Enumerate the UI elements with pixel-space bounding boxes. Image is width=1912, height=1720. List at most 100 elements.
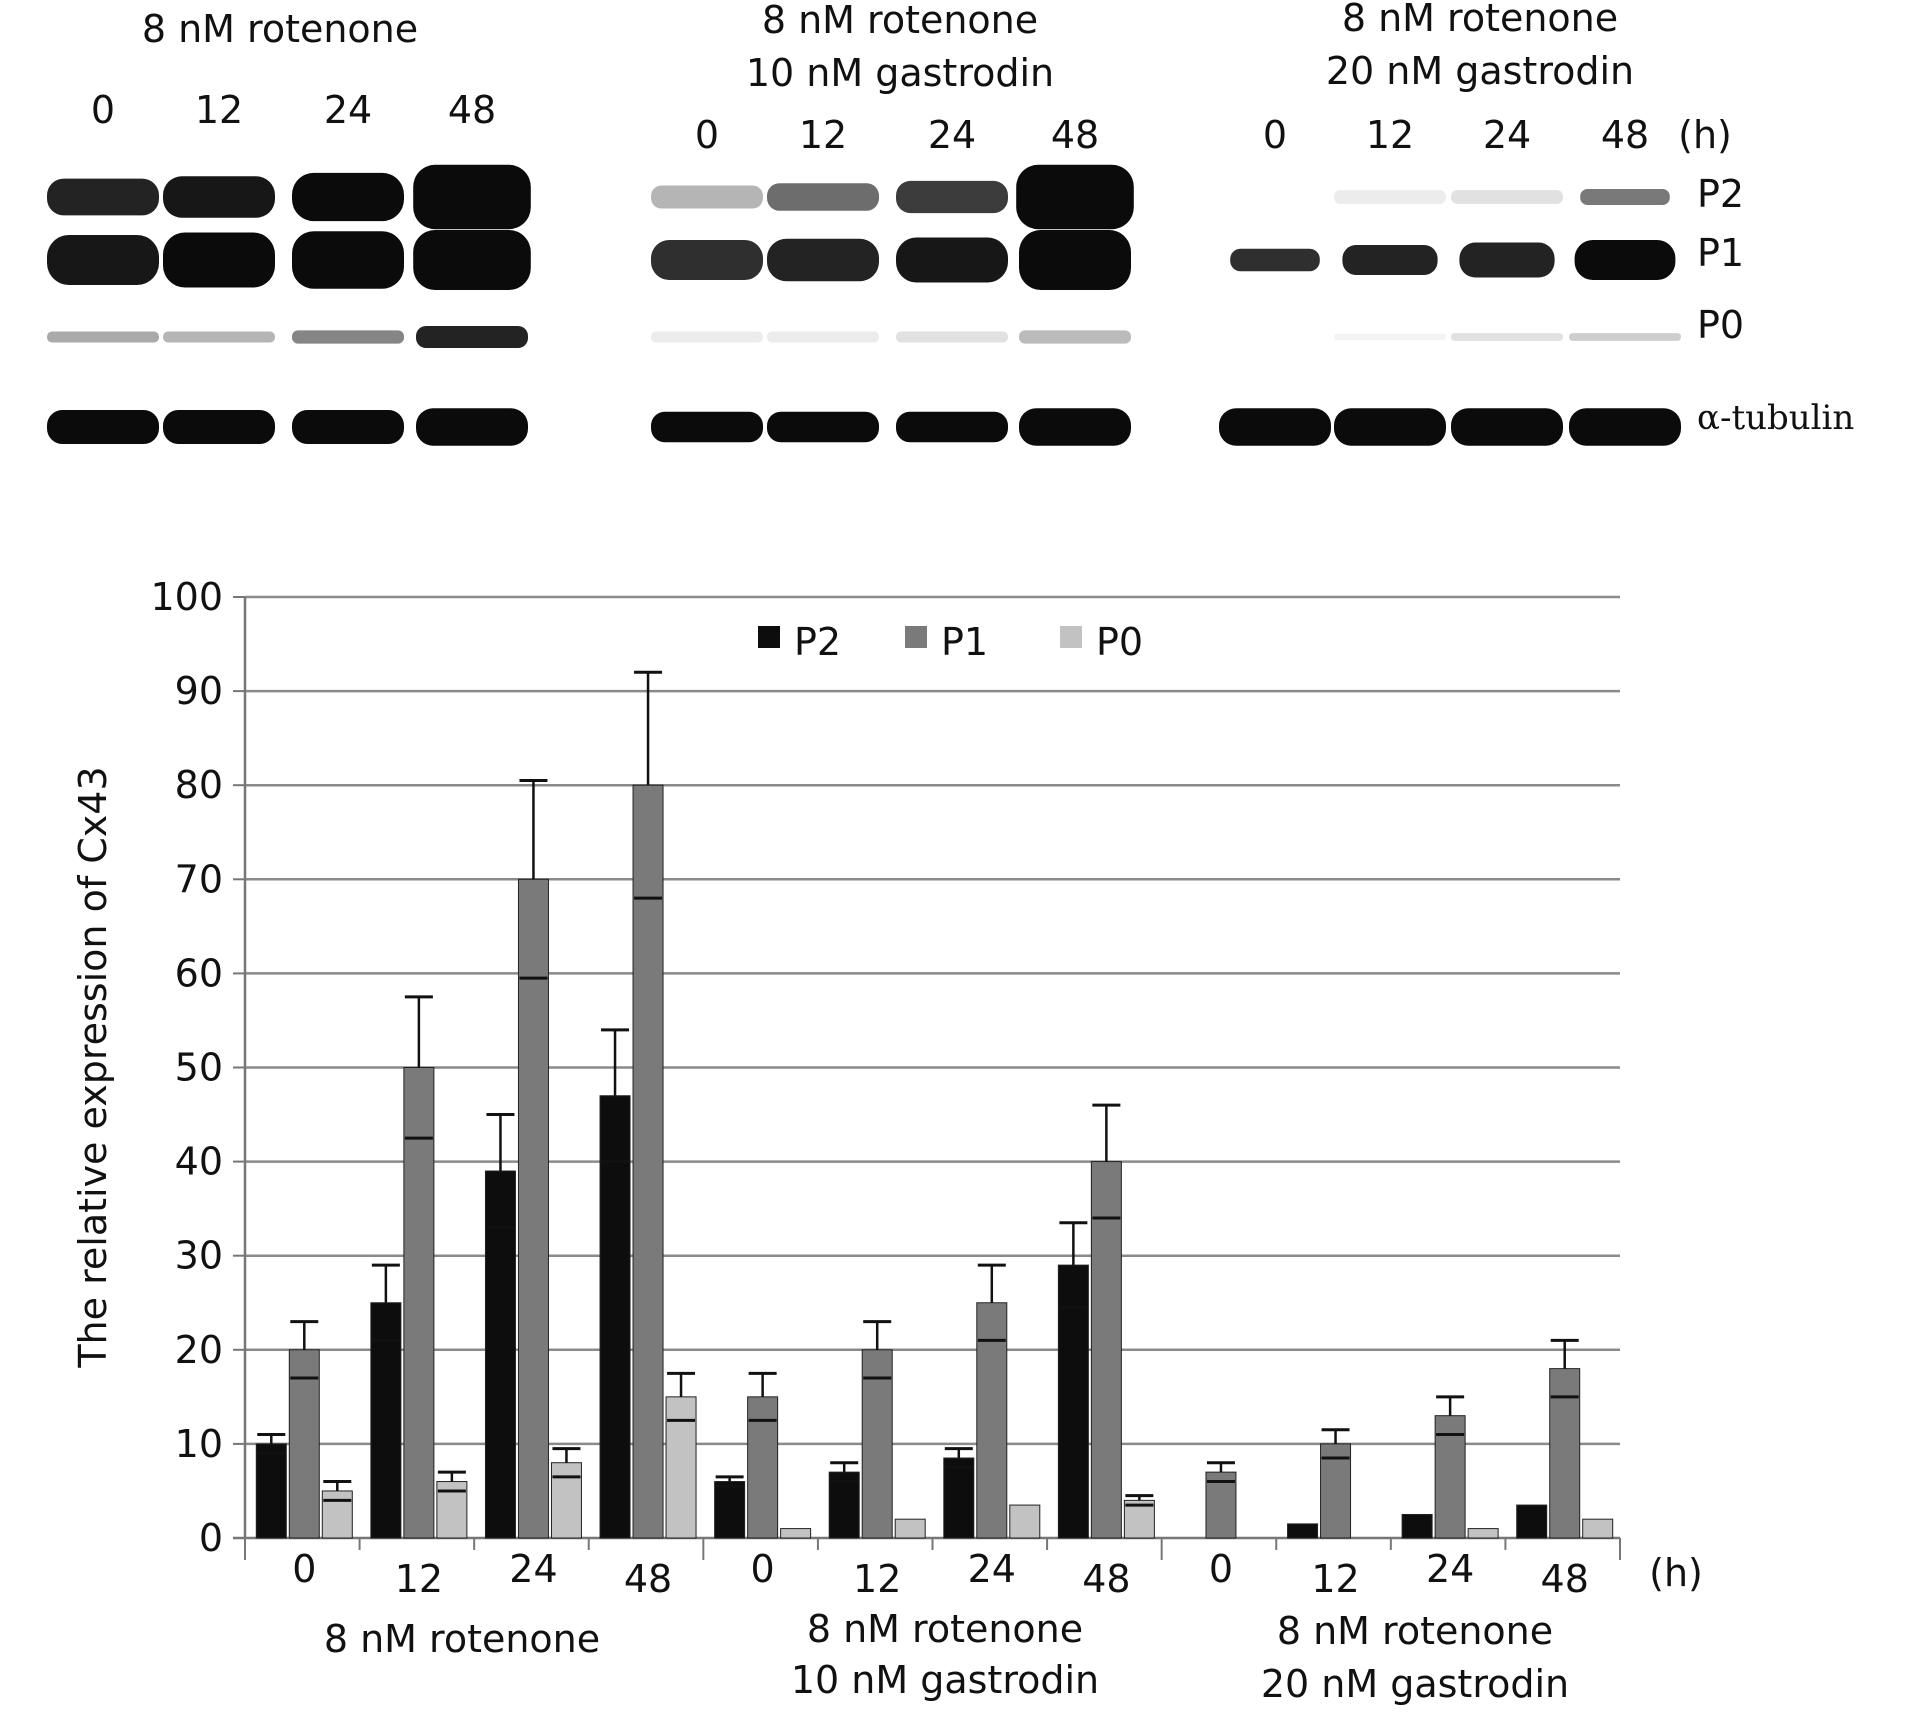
y-tick-label: 80 xyxy=(175,763,223,807)
bar-p0 xyxy=(780,1528,812,1539)
x-tick-label: 12 xyxy=(1311,1557,1359,1601)
y-tick-label: 0 xyxy=(199,1516,223,1560)
bar-p1 xyxy=(1549,1368,1581,1539)
bar-p0 xyxy=(1467,1528,1499,1539)
x-group-label: 8 nM rotenone xyxy=(1277,1609,1553,1653)
bar-p1 xyxy=(288,1349,320,1539)
bar-p0 xyxy=(1009,1504,1041,1539)
band-p0 xyxy=(416,326,528,348)
bar-p1 xyxy=(632,784,664,1539)
blot-panel-title: 8 nM rotenone xyxy=(1342,0,1618,40)
x-tick-label: 0 xyxy=(1209,1547,1233,1591)
band-tubulin xyxy=(1219,408,1331,446)
bar-p1 xyxy=(1090,1161,1122,1539)
bar-p2 xyxy=(484,1170,516,1539)
bar-p2 xyxy=(1401,1513,1433,1539)
band-p1 xyxy=(1342,245,1438,275)
y-tick-label: 50 xyxy=(175,1046,223,1090)
x-axis-label: (h) xyxy=(1649,1551,1703,1595)
blot-time-label: 0 xyxy=(695,113,719,157)
x-group-label: 10 nM gastrodin xyxy=(791,1658,1099,1702)
band-tubulin xyxy=(1334,408,1446,446)
blot-time-label: 12 xyxy=(1366,113,1414,157)
bar-chart: 0 10 20 30 40 50 60 70 80 90 100 The relative expre… xyxy=(71,575,1703,1706)
bar-p2 xyxy=(370,1302,402,1539)
legend-swatch xyxy=(905,626,927,648)
band-p2 xyxy=(1580,188,1670,206)
band-p1 xyxy=(1574,240,1676,280)
legend-label: P1 xyxy=(941,620,988,664)
x-tick-label: 24 xyxy=(968,1547,1016,1591)
band-p2 xyxy=(413,164,531,230)
band-p1 xyxy=(1230,248,1320,272)
band-p1 xyxy=(651,240,763,280)
bar-p2 xyxy=(1516,1504,1548,1539)
band-p0 xyxy=(1334,333,1446,341)
band-p1 xyxy=(292,231,404,289)
x-tick-label: 0 xyxy=(292,1547,316,1591)
x-group-label: 8 nM rotenone xyxy=(324,1617,600,1661)
band-tubulin xyxy=(896,411,1008,443)
band-p1 xyxy=(1019,230,1131,290)
blot-panel-title: 8 nM rotenone xyxy=(762,0,1038,42)
blot-time-label: 0 xyxy=(1263,113,1287,157)
x-tick-label: 24 xyxy=(509,1547,557,1591)
band-tubulin xyxy=(163,410,275,444)
band-p2 xyxy=(767,183,879,211)
blot-time-label: 0 xyxy=(91,88,115,132)
band-tubulin xyxy=(47,410,159,444)
bar-p0 xyxy=(1582,1518,1614,1539)
x-group-label: 20 nM gastrodin xyxy=(1261,1662,1569,1706)
blot-time-label: 48 xyxy=(1601,113,1649,157)
y-tick-label: 100 xyxy=(150,575,223,619)
band-p0 xyxy=(896,331,1008,343)
blot-time-label: 24 xyxy=(1483,113,1531,157)
band-p0 xyxy=(651,331,763,343)
y-tick-label: 30 xyxy=(175,1234,223,1278)
blot-time-label: 12 xyxy=(195,88,243,132)
band-p1 xyxy=(896,237,1008,283)
band-tubulin xyxy=(1451,408,1563,446)
bar-p0 xyxy=(894,1518,926,1539)
blot-time-label: 48 xyxy=(448,88,496,132)
bar-p1 xyxy=(976,1302,1008,1539)
bar-p1 xyxy=(403,1067,435,1539)
bar-p0 xyxy=(550,1462,582,1539)
blot-unit-label: (h) xyxy=(1678,113,1732,157)
band-p0 xyxy=(47,331,159,343)
bar-p2 xyxy=(828,1471,860,1539)
blot-panel-title: 20 nM gastrodin xyxy=(1326,49,1634,93)
western-blot: 8 nM rotenone 0 12 24 48 8 nM rotenone 10 nM g… xyxy=(47,0,1854,446)
bar-p0 xyxy=(321,1490,353,1539)
band-p2 xyxy=(1451,190,1563,204)
band-tubulin xyxy=(767,411,879,443)
band-p1 xyxy=(413,230,531,290)
y-tick-label: 60 xyxy=(175,951,223,995)
band-p1 xyxy=(1459,242,1555,278)
x-tick-label: 24 xyxy=(1426,1547,1474,1591)
x-tick-label: 48 xyxy=(624,1557,672,1601)
band-p2 xyxy=(1334,190,1446,204)
band-p0 xyxy=(1019,330,1131,344)
blot-time-label: 24 xyxy=(928,113,976,157)
blot-time-label: 12 xyxy=(799,113,847,157)
band-tubulin xyxy=(1019,408,1131,446)
y-tick-label: 20 xyxy=(175,1328,223,1372)
band-p0 xyxy=(1451,333,1563,341)
y-axis-label: The relative expression of Cx43 xyxy=(71,766,115,1368)
band-tubulin xyxy=(292,410,404,444)
x-tick-label: 48 xyxy=(1082,1557,1130,1601)
blot-band-label: P1 xyxy=(1697,231,1744,275)
bar-p2 xyxy=(714,1481,746,1539)
band-tubulin xyxy=(651,411,763,443)
band-p0 xyxy=(767,331,879,343)
blot-band-label: α-tubulin xyxy=(1697,398,1854,438)
blot-panel: 8 nM rotenone 20 nM gastrodin 0 12 24 48 xyxy=(1219,0,1681,446)
x-tick-label: 12 xyxy=(395,1557,443,1601)
band-p0 xyxy=(1569,333,1681,341)
bar-p1 xyxy=(517,878,549,1539)
band-p2 xyxy=(896,180,1008,214)
bar-p1 xyxy=(747,1396,779,1539)
band-p1 xyxy=(767,238,879,282)
